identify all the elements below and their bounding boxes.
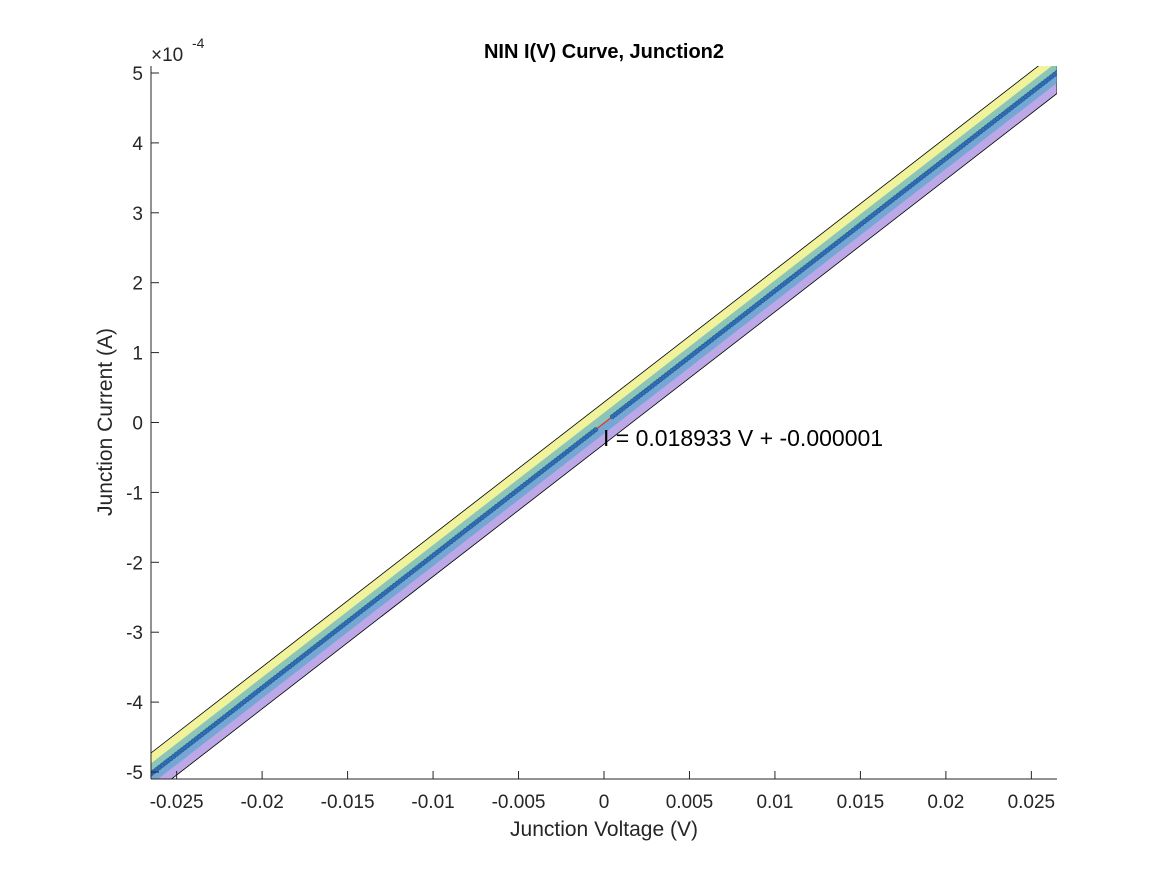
y-axis-label: Junction Current (A)	[94, 328, 117, 516]
x-tick-label: -0.015	[321, 792, 375, 813]
y-axis-exponent-power: -4	[192, 35, 205, 51]
data-point	[592, 427, 599, 433]
plot-area	[151, 66, 1057, 779]
x-tick-label: -0.025	[150, 792, 204, 813]
y-tick-label: 0	[132, 414, 143, 435]
x-tick-label: 0.015	[837, 792, 885, 813]
fit-equation-annotation: I = 0.018933 V + -0.000001	[603, 425, 883, 451]
x-tick-label: 0.005	[666, 792, 714, 813]
x-axis-label: Junction Voltage (V)	[510, 818, 698, 841]
plot-content	[151, 66, 1057, 779]
x-axis-ticks: -0.025 -0.02 -0.015 -0.01 -0.005 0 0.005 0.01 0.…	[150, 771, 1055, 813]
y-tick-label: 4	[132, 134, 143, 155]
x-tick-label: 0.02	[927, 792, 964, 813]
y-axis-exponent-base: ×10	[151, 45, 183, 66]
y-tick-label: -2	[126, 553, 143, 574]
y-tick-label: -1	[126, 483, 143, 504]
data-point	[1054, 69, 1057, 76]
y-tick-label: -4	[126, 693, 143, 714]
y-tick-label: 2	[132, 274, 143, 295]
y-axis-ticks: -5 -4 -3 -2 -1 0 1 2 3 4 5	[126, 64, 159, 784]
x-tick-label: -0.005	[492, 792, 546, 813]
x-tick-label: -0.01	[411, 792, 454, 813]
x-tick-label: 0.025	[1008, 792, 1056, 813]
x-tick-label: 0	[599, 792, 610, 813]
x-tick-label: -0.02	[240, 792, 283, 813]
y-tick-label: -5	[126, 763, 143, 784]
y-axis-exponent: ×10 -4	[151, 35, 205, 66]
y-tick-label: 3	[132, 204, 143, 225]
y-tick-label: 1	[132, 344, 143, 365]
x-tick-label: 0.01	[756, 792, 793, 813]
y-tick-label: 5	[132, 64, 143, 85]
chart-title: NIN I(V) Curve, Junction2	[484, 41, 724, 63]
y-tick-label: -3	[126, 623, 143, 644]
